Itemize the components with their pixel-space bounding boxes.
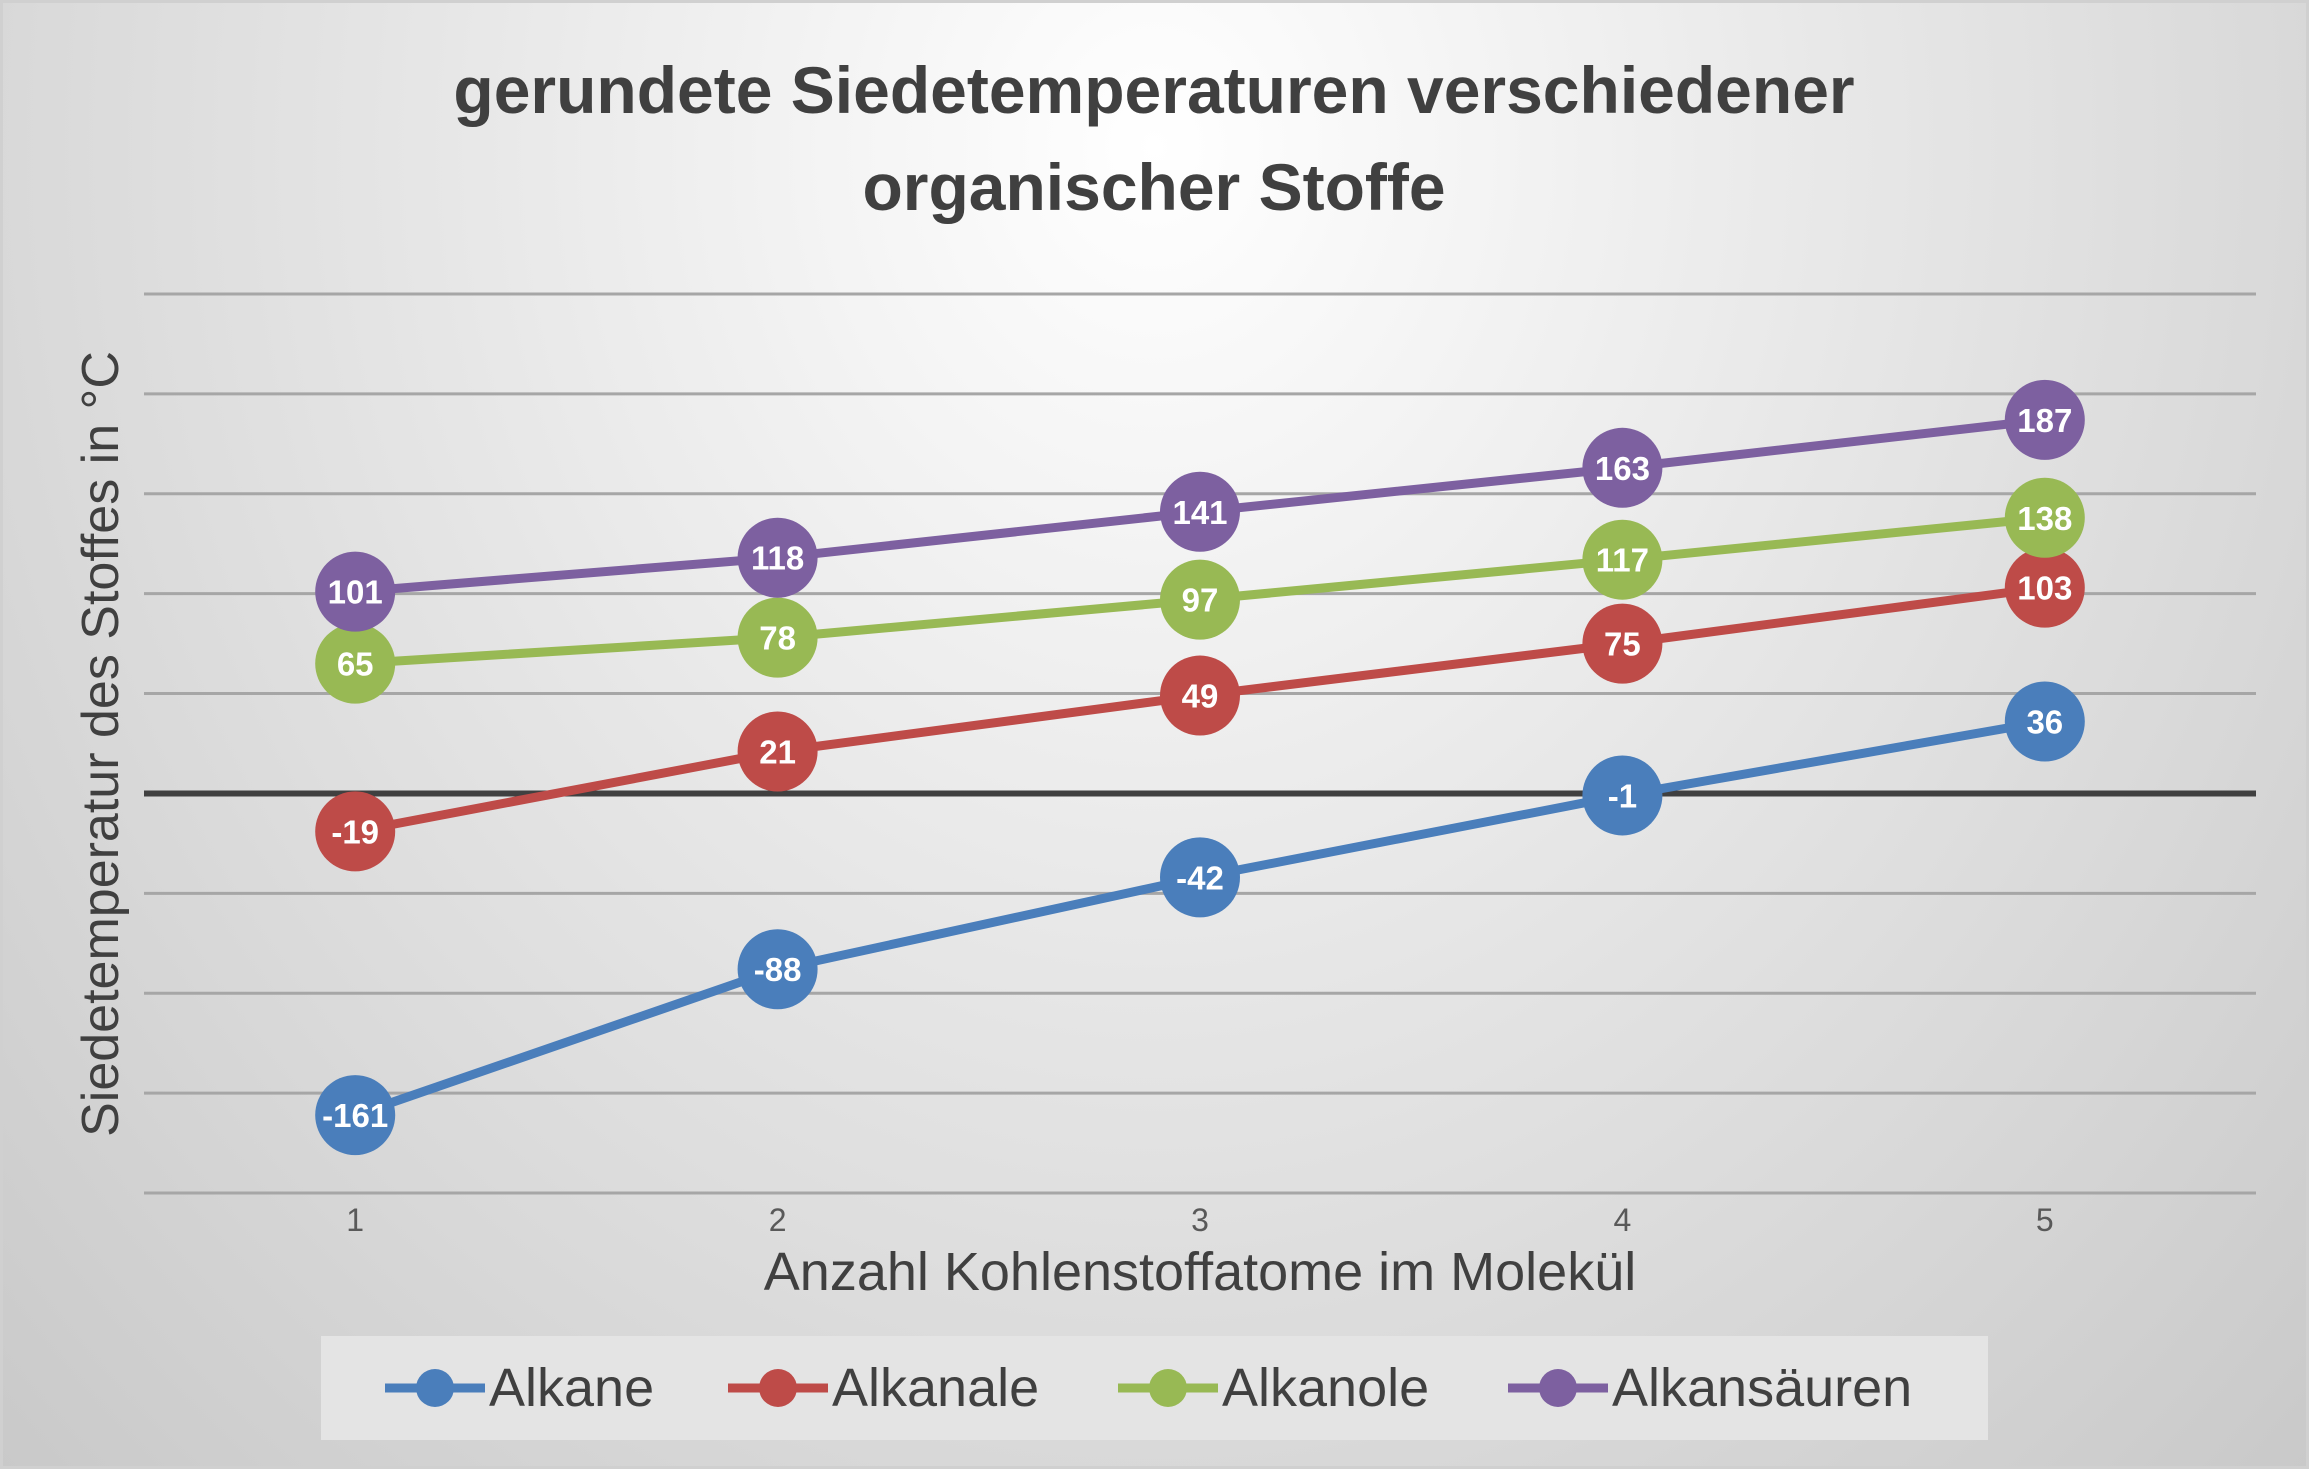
x-axis-title: Anzahl Kohlenstoffatome im Molekül xyxy=(764,1242,1636,1302)
data-point xyxy=(2004,379,2085,460)
data-point xyxy=(1160,837,1240,918)
data-point xyxy=(737,929,818,1010)
data-label: 21 xyxy=(759,733,796,770)
data-label: 65 xyxy=(337,646,374,683)
data-point xyxy=(1160,655,1240,736)
data-point xyxy=(2004,477,2085,558)
data-point xyxy=(1160,471,1240,552)
legend-marker xyxy=(1149,1369,1187,1407)
data-label: -19 xyxy=(331,813,379,850)
data-label: 97 xyxy=(1182,582,1219,619)
data-point xyxy=(737,597,818,678)
legend-label: Alkanale xyxy=(832,1358,1039,1418)
data-label: 118 xyxy=(751,540,804,577)
data-label: 117 xyxy=(1596,542,1649,579)
data-label: 36 xyxy=(2026,704,2063,741)
data-label: 141 xyxy=(1172,494,1227,531)
legend-marker xyxy=(1539,1369,1577,1407)
data-point xyxy=(737,517,818,598)
data-label: -1 xyxy=(1608,777,1637,814)
data-label: 187 xyxy=(2017,402,2072,439)
data-point xyxy=(315,623,396,704)
data-label: 78 xyxy=(759,620,796,657)
data-label: -88 xyxy=(754,951,802,988)
data-label: 75 xyxy=(1604,626,1641,663)
legend-label: Alkane xyxy=(489,1358,654,1418)
legend-marker xyxy=(759,1369,797,1407)
data-label: 101 xyxy=(328,574,383,611)
data-point xyxy=(1160,559,1240,640)
chart-title-line-1: gerundete Siedetemperaturen verschiedene… xyxy=(453,53,1854,127)
chart-title-line-2: organischer Stoffe xyxy=(862,150,1445,224)
data-label: 49 xyxy=(1182,678,1219,715)
data-point xyxy=(737,711,818,792)
data-label: 138 xyxy=(2017,500,2072,537)
data-point xyxy=(2004,547,2085,628)
data-label: 103 xyxy=(2017,570,2072,607)
data-point xyxy=(1582,427,1663,508)
data-point xyxy=(1582,519,1663,600)
legend-label: Alkanole xyxy=(1222,1358,1429,1418)
data-label: 163 xyxy=(1595,450,1650,487)
data-point xyxy=(315,1075,396,1156)
x-tick-label: 3 xyxy=(1191,1202,1209,1238)
data-point xyxy=(1582,603,1663,684)
y-axis-title: Siedetemperatur des Stoffes in °C xyxy=(72,351,130,1137)
data-label: -161 xyxy=(322,1097,388,1134)
legend-marker xyxy=(416,1369,454,1407)
x-tick-label: 2 xyxy=(769,1202,787,1238)
legend-label: Alkansäuren xyxy=(1612,1358,1912,1418)
data-label: -42 xyxy=(1176,859,1224,896)
data-point xyxy=(315,791,396,872)
data-point xyxy=(1582,755,1663,836)
data-point xyxy=(315,551,396,632)
x-tick-label: 5 xyxy=(2036,1202,2054,1238)
x-tick-label: 1 xyxy=(346,1202,364,1238)
data-point xyxy=(2004,681,2085,762)
x-tick-label: 4 xyxy=(1614,1202,1632,1238)
